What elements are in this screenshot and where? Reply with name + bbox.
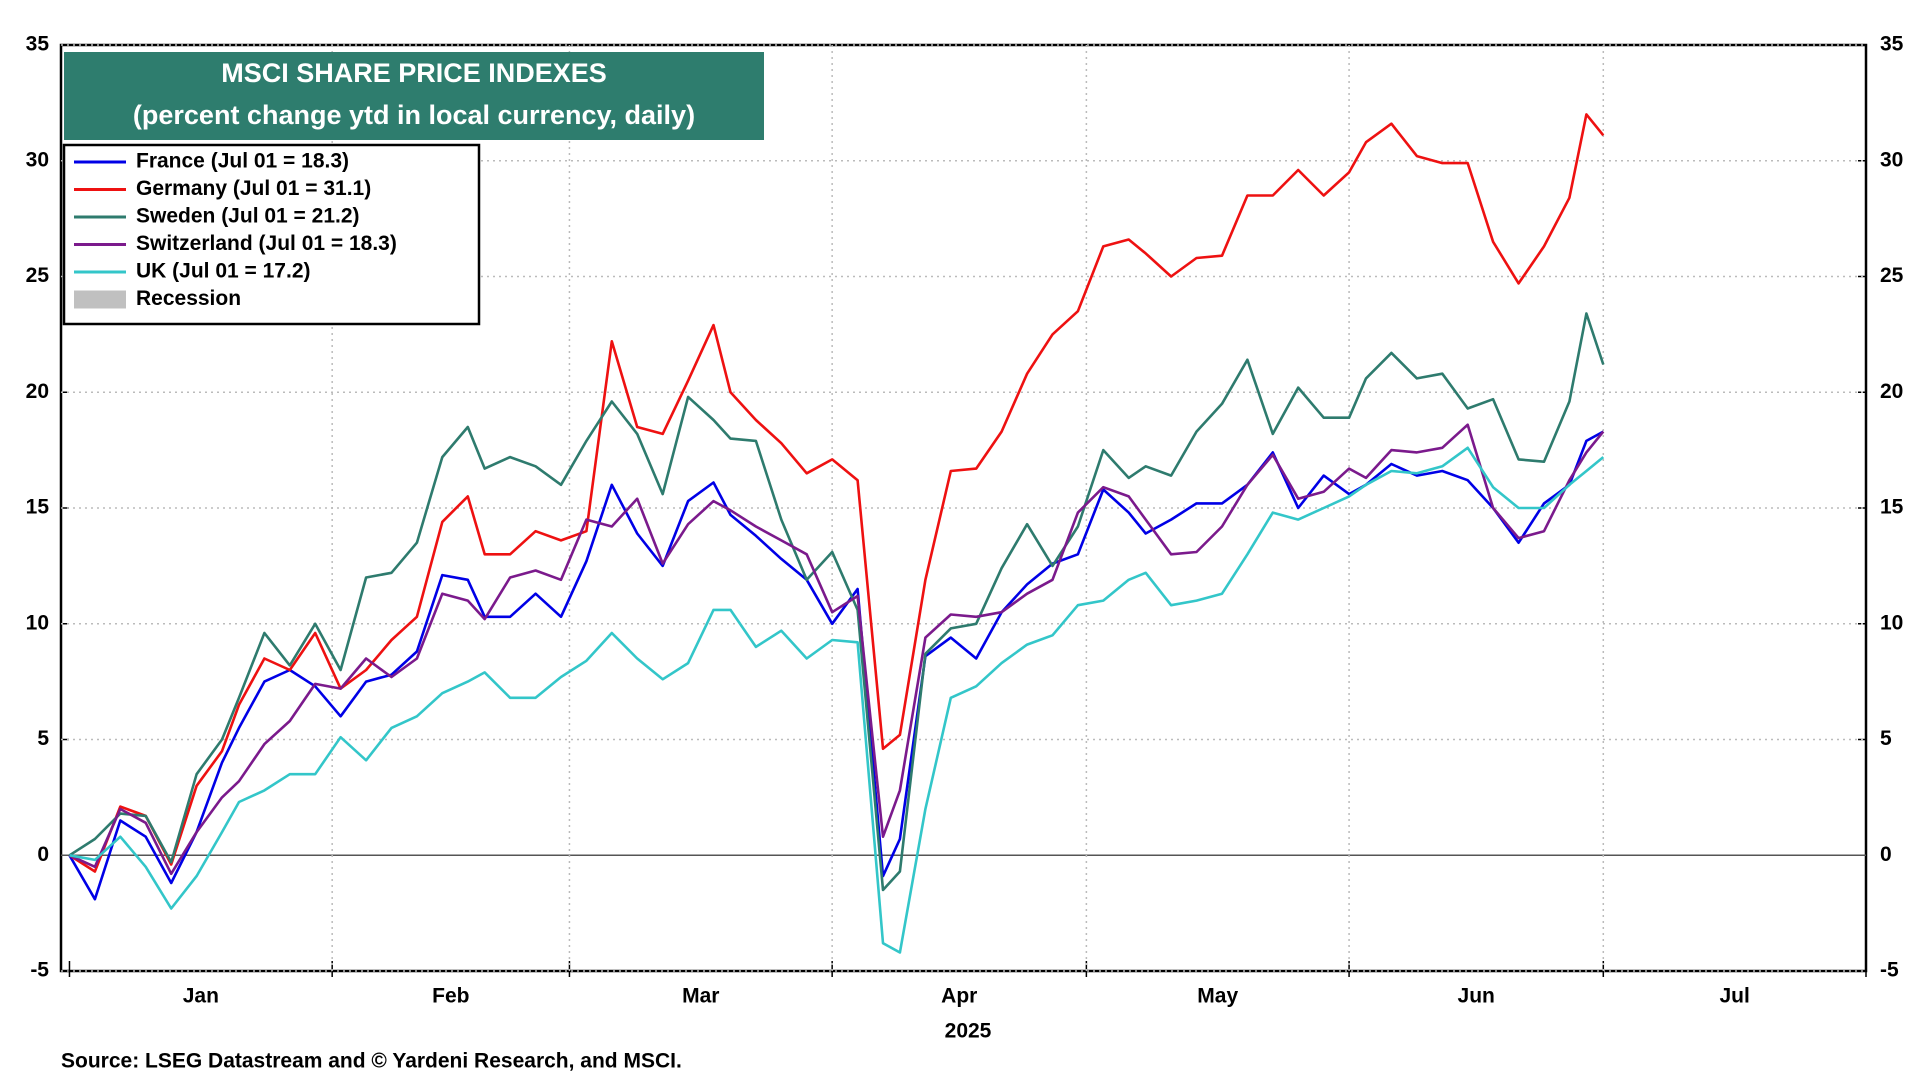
series-line (68, 430, 1604, 901)
chart-subtitle: (percent change ytd in local currency, d… (133, 100, 695, 130)
y2-tick-label: 0 (1880, 843, 1892, 866)
series-line (69, 446, 1605, 954)
series-line (68, 312, 1605, 892)
y2-tick-label: 15 (1880, 496, 1904, 519)
source-note: Source: LSEG Datastream and © Yardeni Re… (61, 1050, 682, 1073)
series-line (68, 423, 1605, 876)
y-tick-label: 10 (26, 611, 49, 634)
chart-title: MSCI SHARE PRICE INDEXES (221, 58, 607, 88)
y2-tick-label: 5 (1880, 727, 1892, 750)
y-tick-label: 20 (26, 380, 49, 403)
legend-label: Germany (Jul 01 = 31.1) (136, 177, 371, 200)
legend-box (62, 143, 481, 326)
x-tick-label: Feb (432, 985, 469, 1008)
y-tick-label: 35 (26, 33, 50, 56)
x-tick-label: Jan (183, 985, 219, 1008)
lines (68, 113, 1605, 954)
legend: France (Jul 01 = 18.3) Germany (Jul 01 = … (62, 143, 481, 326)
y-tick-label: 15 (26, 496, 50, 519)
y-tick-label: 25 (26, 264, 50, 287)
legend-label: Recession (136, 287, 241, 310)
x-axis-label: 2025 (945, 1020, 992, 1043)
legend-label: Sweden (Jul 01 = 21.2) (136, 205, 360, 228)
y-tick-label: 5 (37, 727, 49, 750)
x-tick-label: Mar (682, 985, 719, 1008)
y2-tick-label: 25 (1880, 264, 1904, 287)
y2-tick-label: 30 (1880, 148, 1903, 171)
series-line (68, 113, 1605, 873)
y2-tick-label: 35 (1880, 33, 1904, 56)
y-tick-label: 30 (26, 148, 49, 171)
y2-tick-label: -5 (1880, 959, 1899, 982)
y-tick-label: 0 (37, 843, 49, 866)
x-tick-label: Jun (1458, 985, 1495, 1008)
x-tick-label: Apr (941, 985, 977, 1008)
legend-label: Switzerland (Jul 01 = 18.3) (136, 232, 397, 255)
legend-swatch (74, 290, 126, 309)
title-box (64, 52, 764, 140)
legend-label: France (Jul 01 = 18.3) (136, 150, 349, 173)
x-tick-label: May (1197, 985, 1238, 1008)
y2-tick-label: 20 (1880, 380, 1903, 403)
y2-tick-label: 10 (1880, 611, 1903, 634)
legend-label: UK (Jul 01 = 17.2) (136, 260, 311, 283)
x-tick-label: Jul (1719, 985, 1749, 1008)
y-tick-label: -5 (30, 959, 49, 982)
